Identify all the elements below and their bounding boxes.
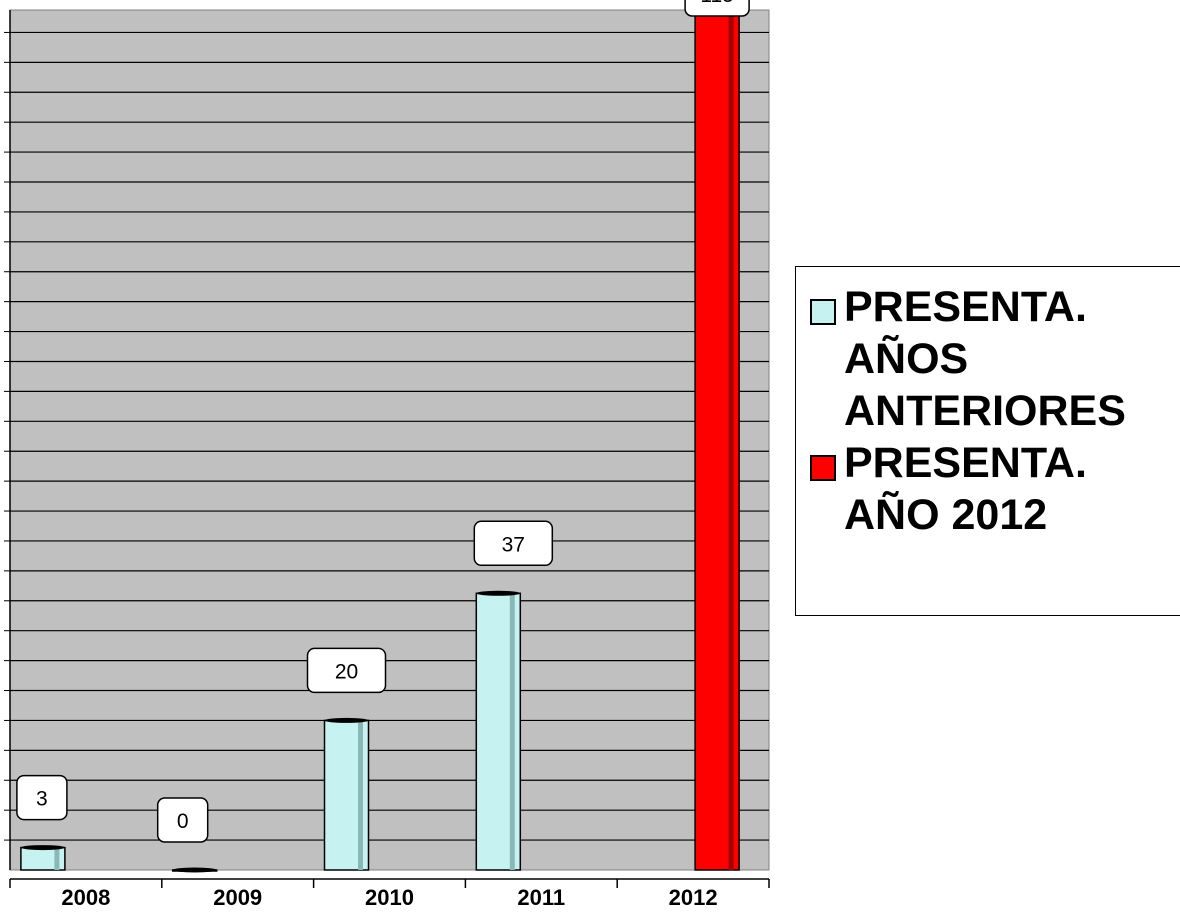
x-tick-label-2010: 2010 (365, 885, 414, 910)
data-label-text: 37 (502, 533, 525, 556)
x-tick-label-2008: 2008 (61, 885, 110, 910)
x-axis (9, 10, 770, 888)
bar-2012 (694, 7, 740, 871)
bars (20, 7, 740, 873)
legend-label-2012: PRESENTA. AÑO 2012 (844, 439, 1087, 539)
data-label-text: 115 (700, 0, 733, 7)
data-label-box (156, 797, 209, 843)
bar-cap (324, 717, 369, 723)
legend-item-2012: PRESENTA. AÑO 2012 (810, 437, 1087, 541)
bar-cap (20, 845, 65, 851)
x-tick-labels: 2008 2009 2010 2011 2012 (61, 885, 717, 910)
x-tick-label-2009: 2009 (213, 885, 262, 910)
bar-cap (476, 590, 521, 596)
bar-2010 (323, 717, 370, 871)
bar-2011 (475, 590, 522, 871)
bar-2009 (171, 867, 218, 873)
bar-cap (172, 867, 217, 873)
x-tick-label-2011: 2011 (517, 885, 565, 910)
legend-label-previous-years: PRESENTA. AÑOS ANTERIORES (844, 283, 1126, 435)
data-label-2009: 0 (156, 797, 209, 843)
data-label-text: 20 (335, 660, 358, 683)
data-label-2008: 3 (16, 774, 68, 821)
legend-swatch-2012 (810, 455, 836, 481)
data-label-box (306, 647, 387, 694)
plot-area (9, 9, 770, 871)
bar-2008 (20, 845, 66, 871)
legend-item-previous-years: PRESENTA. AÑOS ANTERIORES (810, 281, 1126, 437)
legend-swatch-previous-years (810, 299, 836, 325)
data-label-2012: 115 (684, 0, 750, 17)
data-label-box (684, 0, 750, 17)
data-label-2011: 37 (473, 520, 554, 567)
data-label-2010: 20 (306, 647, 387, 694)
data-label-box (473, 520, 554, 567)
data-label-box (16, 774, 68, 821)
data-labels: 3 0 20 37 115 (16, 0, 750, 843)
data-label-text: 0 (177, 810, 189, 833)
legend: PRESENTA. AÑOS ANTERIORES PRESENTA. AÑO … (795, 266, 1180, 616)
data-label-text: 3 (36, 788, 48, 811)
x-tick-label-2012: 2012 (669, 885, 718, 910)
gridlines (4, 31, 769, 841)
